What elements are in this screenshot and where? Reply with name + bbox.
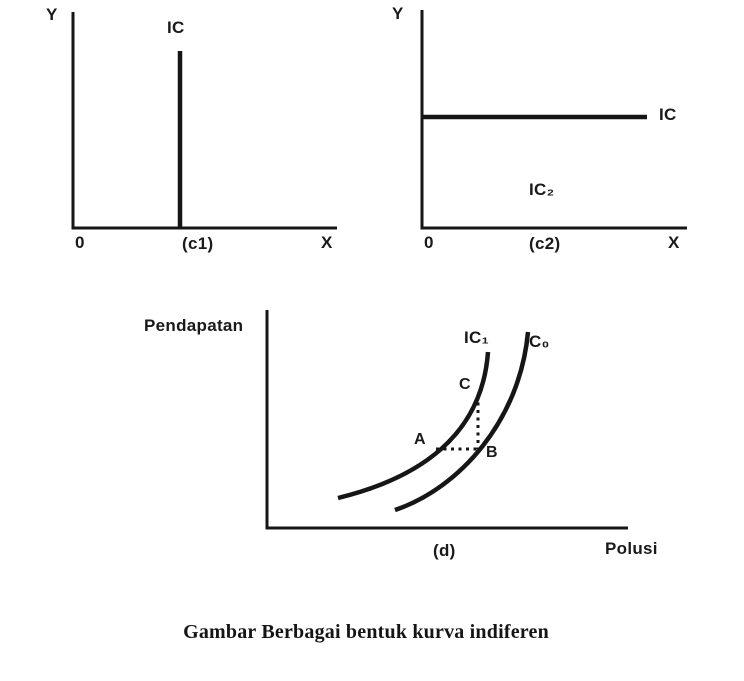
d-c0-curve xyxy=(394,331,531,513)
c2-y-axis-label: Y xyxy=(392,4,404,23)
figure-caption: Gambar Berbagai bentuk kurva indiferen xyxy=(183,621,549,643)
d-ic1-curve xyxy=(337,351,491,501)
d-x-axis-label: Polusi xyxy=(605,539,658,558)
c2-origin-label: 0 xyxy=(424,233,434,252)
c1-panel-label: (c1) xyxy=(182,234,214,253)
d-panel-label: (d) xyxy=(433,541,456,560)
d-point-a-label: A xyxy=(414,431,426,448)
c1-y-axis-label: Y xyxy=(46,5,58,24)
c2-panel-label: (c2) xyxy=(529,234,561,253)
c2-x-axis-label: X xyxy=(668,233,680,252)
d-point-c-label: C xyxy=(459,376,471,393)
d-point-b-label: B xyxy=(486,444,498,461)
c2-region-label: IC₂ xyxy=(529,180,555,199)
c1-origin-label: 0 xyxy=(75,233,85,252)
c1-curve-label: IC xyxy=(167,18,185,37)
d-curve2-label: C₀ xyxy=(529,332,550,351)
c1-x-axis-label: X xyxy=(321,233,333,252)
d-curve1-label: IC₁ xyxy=(464,328,489,347)
c2-curve-label: IC xyxy=(659,105,677,124)
d-y-axis-label: Pendapatan xyxy=(144,316,244,335)
